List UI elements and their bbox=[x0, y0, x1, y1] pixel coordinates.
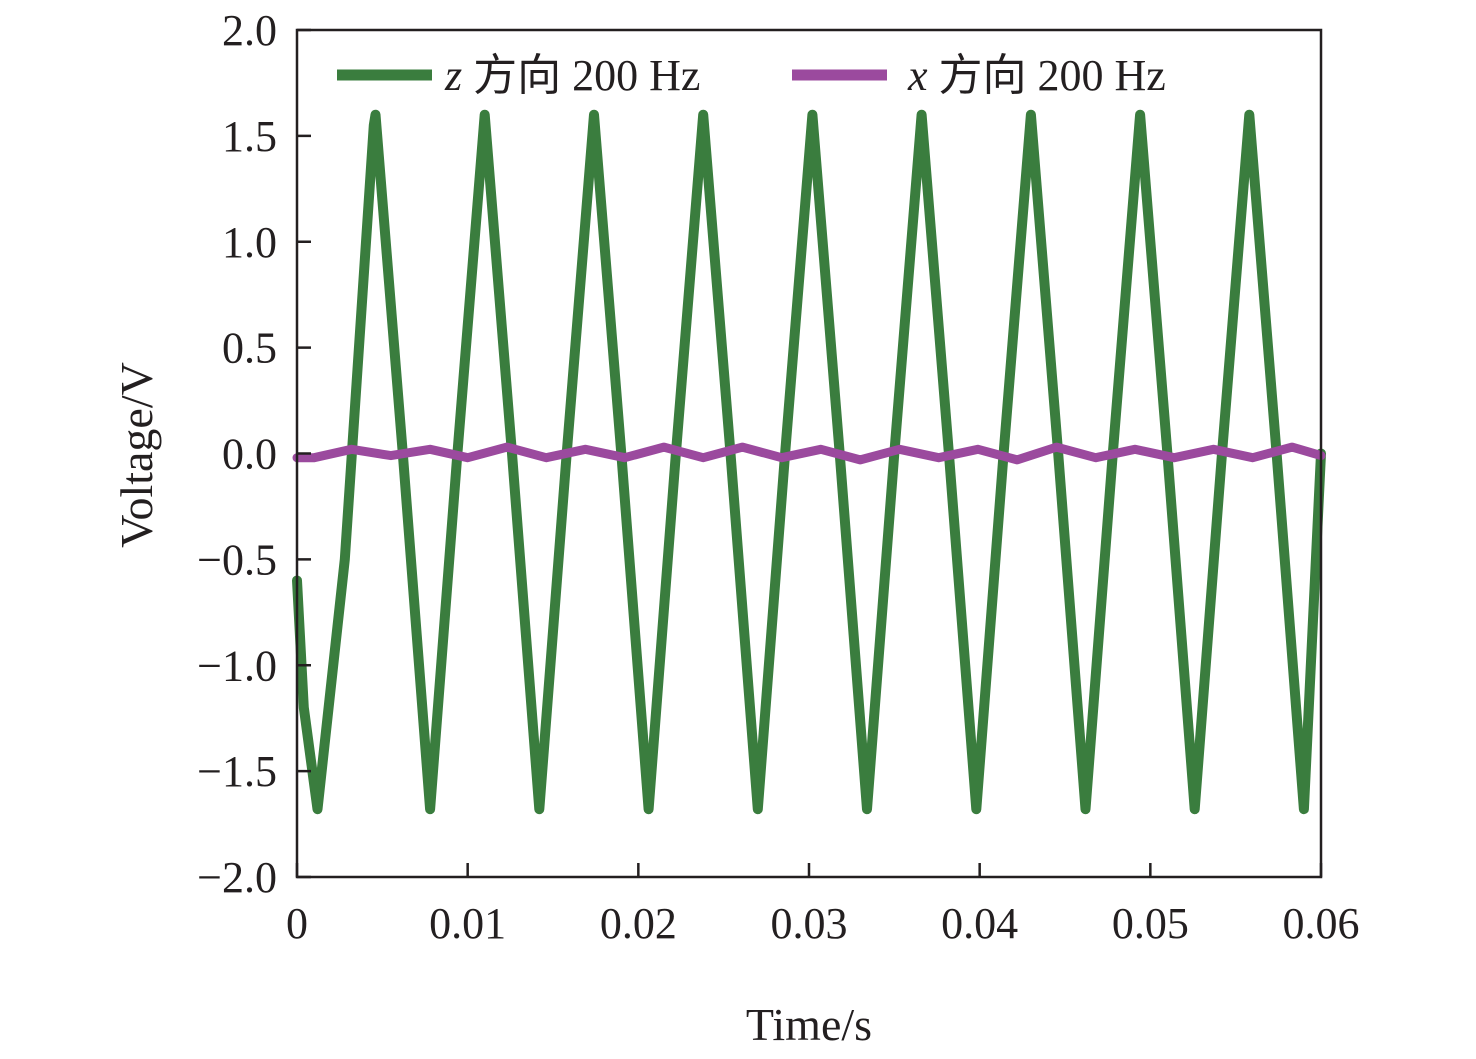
y-tick-label: 1.0 bbox=[222, 218, 277, 267]
y-tick-label: −1.5 bbox=[197, 747, 277, 796]
plot-lines bbox=[292, 109, 1326, 815]
x-axis-title: Time/s bbox=[746, 999, 872, 1050]
x-tick-label: 0.02 bbox=[600, 899, 677, 948]
x-axis: 0 0.01 0.02 0.03 0.04 0.05 0.06 bbox=[286, 863, 1360, 948]
y-tick-label: 2.0 bbox=[222, 6, 277, 55]
legend: z 方向 200 Hz x 方向 200 Hz bbox=[337, 51, 1166, 100]
y-tick-label: −1.0 bbox=[197, 641, 277, 690]
legend-label-z: z 方向 200 Hz bbox=[444, 51, 700, 100]
series-line-z bbox=[292, 109, 1326, 815]
x-tick-label: 0 bbox=[286, 899, 308, 948]
y-tick-label: 0.0 bbox=[222, 430, 277, 479]
y-axis-title: Voltage/V bbox=[111, 362, 162, 548]
x-tick-label: 0.04 bbox=[941, 899, 1018, 948]
y-tick-label: 1.5 bbox=[222, 112, 277, 161]
x-tick-label: 0.01 bbox=[429, 899, 506, 948]
y-tick-label: 0.5 bbox=[222, 324, 277, 373]
y-tick-label: −2.0 bbox=[197, 853, 277, 902]
y-axis: 2.0 1.5 1.0 0.5 0.0 −0.5 −1.0 −1.5 −2.0 bbox=[197, 6, 311, 902]
series-line-x bbox=[292, 442, 1326, 465]
x-tick-label: 0.06 bbox=[1283, 899, 1360, 948]
x-tick-label: 0.05 bbox=[1112, 899, 1189, 948]
legend-label-x: x 方向 200 Hz bbox=[907, 51, 1166, 100]
x-tick-label: 0.03 bbox=[771, 899, 848, 948]
y-tick-label: −0.5 bbox=[197, 535, 277, 584]
